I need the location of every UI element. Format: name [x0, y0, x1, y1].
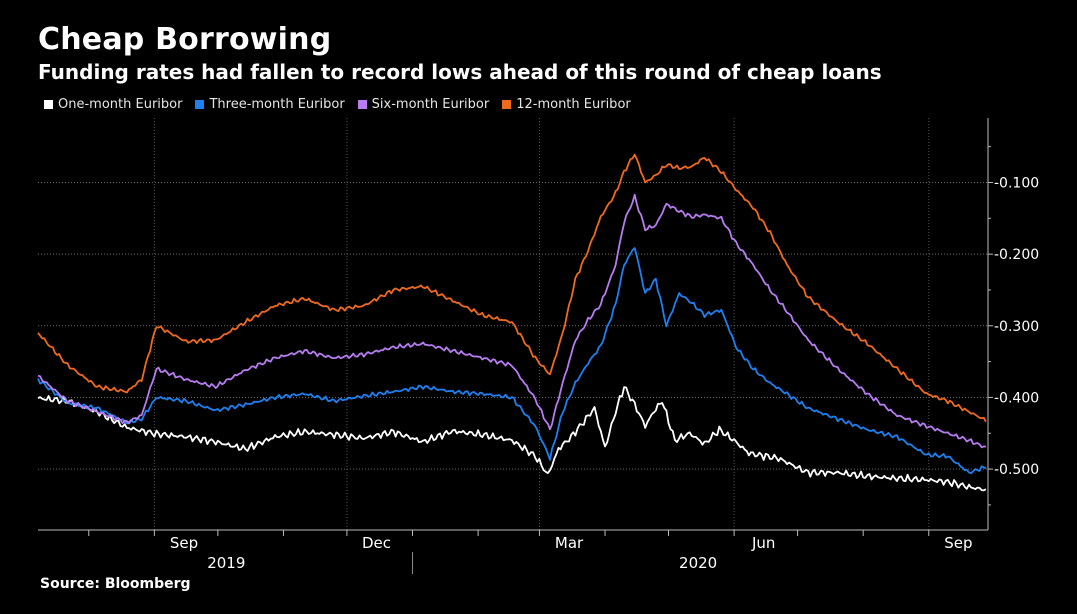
- legend-swatch: [195, 100, 205, 109]
- x-month-label: Jun: [751, 534, 775, 552]
- chart-title: Cheap Borrowing: [38, 22, 332, 57]
- y-tick-label: -0.100: [994, 175, 1039, 191]
- legend-item-one-month: One-month Euribor: [44, 97, 182, 112]
- axes: -0.100 -0.200 -0.300 -0.400 -0.500 Sep Dec Mar J…: [38, 118, 1039, 574]
- chart-legend: One-month Euribor Three-month Euribor Si…: [44, 97, 631, 112]
- series-line-1: [37, 386, 987, 492]
- x-year-label: 2020: [679, 554, 717, 572]
- legend-swatch: [502, 100, 512, 109]
- y-tick-label: -0.400: [994, 390, 1039, 406]
- legend-item-three-month: Three-month Euribor: [195, 97, 345, 112]
- legend-label: One-month Euribor: [58, 97, 183, 112]
- x-month-label: Sep: [170, 534, 198, 552]
- series-line-2: [37, 247, 987, 475]
- legend-swatch: [357, 100, 367, 109]
- legend-item-six-month: Six-month Euribor: [357, 97, 490, 112]
- y-tick-label: -0.200: [994, 247, 1039, 263]
- legend-label: 12-month Euribor: [516, 97, 631, 112]
- series-line-4: [37, 153, 987, 423]
- x-month-label: Sep: [944, 534, 972, 552]
- series-lines: [37, 153, 987, 492]
- legend-item-12-month: 12-month Euribor: [502, 97, 631, 112]
- x-month-label: Dec: [362, 534, 391, 552]
- legend-label: Three-month Euribor: [209, 97, 345, 112]
- x-month-label: Mar: [555, 534, 584, 552]
- source-note: Source: Bloomberg: [40, 576, 191, 592]
- legend-label: Six-month Euribor: [371, 97, 490, 112]
- chart-subtitle: Funding rates had fallen to record lows …: [38, 60, 882, 84]
- y-tick-label: -0.500: [994, 462, 1039, 478]
- series-line-3: [37, 193, 987, 449]
- y-tick-label: -0.300: [994, 319, 1039, 335]
- legend-swatch: [44, 100, 53, 109]
- x-year-label: 2019: [207, 554, 245, 572]
